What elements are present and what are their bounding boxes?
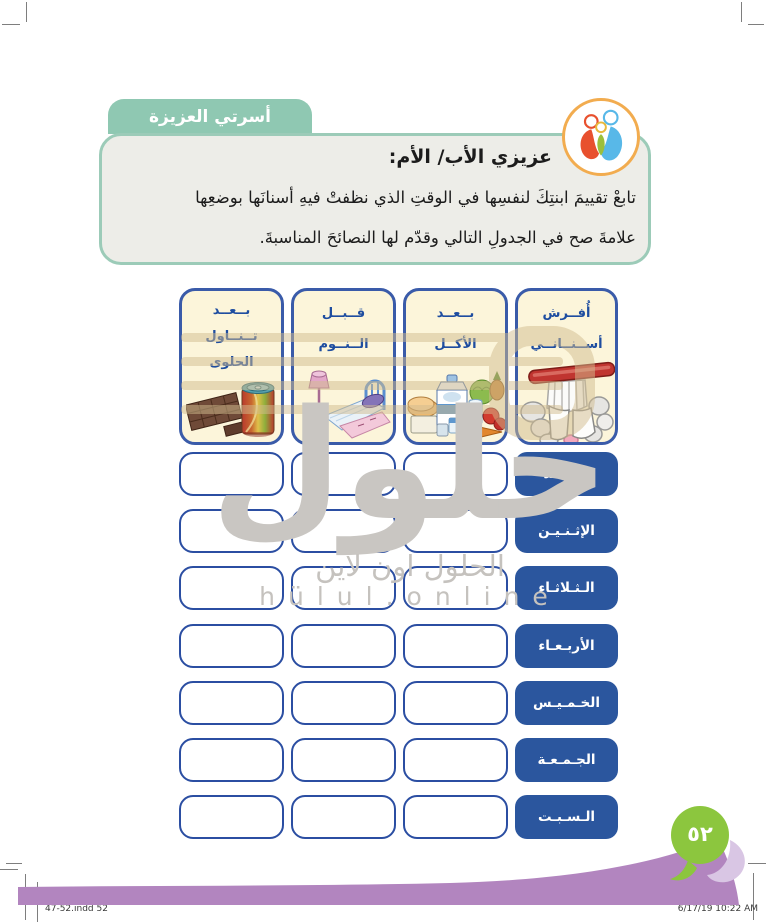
footer-swoosh xyxy=(18,838,739,905)
toothbrush-icon xyxy=(519,360,615,442)
page-number: ٥٢ xyxy=(687,822,713,846)
crop-mark xyxy=(753,873,754,920)
check-cell[interactable] xyxy=(179,681,284,725)
check-cell[interactable] xyxy=(403,509,508,553)
check-cell[interactable] xyxy=(403,624,508,668)
table-header-after-eating: بــعــد الأكــل xyxy=(403,288,508,445)
check-cell[interactable] xyxy=(291,624,396,668)
day-label: الـسـبـت xyxy=(515,795,618,839)
sweets-icon xyxy=(185,376,278,440)
header-label: بــعــد تــنــاول الحلوى xyxy=(205,303,258,370)
day-label: الـثـلاثـاء xyxy=(515,566,618,610)
page-number-balloon xyxy=(670,806,745,883)
footer-timestamp: 6/17/19 10:22 AM xyxy=(677,904,758,914)
check-cell[interactable] xyxy=(291,795,396,839)
note-title: عزيزي الأب/ الأم: xyxy=(388,146,552,168)
check-cell[interactable] xyxy=(403,795,508,839)
header-label: أُفــرش أســنــانــي xyxy=(530,306,603,352)
day-label: الأحـــد xyxy=(515,452,618,496)
check-cell[interactable] xyxy=(291,738,396,782)
check-cell[interactable] xyxy=(403,566,508,610)
check-cell[interactable] xyxy=(179,738,284,782)
parent-note-bubble: عزيزي الأب/ الأم: تابعْ تقييمَ ابنتِكَ ل… xyxy=(99,133,651,265)
check-cell[interactable] xyxy=(291,452,396,496)
footer-file-label: 47-52.indd 52 xyxy=(45,904,108,914)
bed-icon xyxy=(296,360,392,440)
table-row: الـسـبـت xyxy=(179,795,618,839)
note-body-line: علامةَ صح في الجدولِ التالي وقدّم لها ال… xyxy=(259,228,636,247)
check-cell[interactable] xyxy=(179,795,284,839)
check-cell[interactable] xyxy=(179,452,284,496)
section-badge: أسرتي العزيزة xyxy=(108,99,312,134)
crop-mark xyxy=(26,2,27,22)
check-cell[interactable] xyxy=(291,681,396,725)
table-row: الأربـعـاء xyxy=(179,624,618,668)
crop-mark xyxy=(748,24,764,25)
table-row: الخـمـيـس xyxy=(179,681,618,725)
day-label: الجـمـعـة xyxy=(515,738,618,782)
check-cell[interactable] xyxy=(179,624,284,668)
header-label: قــبــل الــنــوم xyxy=(318,306,369,352)
crop-mark xyxy=(741,2,742,22)
header-label: بــعــد الأكــل xyxy=(434,306,477,352)
crop-mark xyxy=(2,24,20,25)
table-row: الإثـنـيـن xyxy=(179,509,618,553)
check-cell[interactable] xyxy=(291,509,396,553)
crop-mark xyxy=(6,863,22,864)
table-header-before-sleep: قــبــل الــنــوم xyxy=(291,288,396,445)
check-cell[interactable] xyxy=(403,452,508,496)
table-header-brush-my-teeth: أُفــرش أســنــانــي xyxy=(515,288,618,445)
crop-mark xyxy=(0,869,18,870)
check-cell[interactable] xyxy=(403,738,508,782)
day-label: الأربـعـاء xyxy=(515,624,618,668)
family-icon xyxy=(562,98,640,176)
check-cell[interactable] xyxy=(179,566,284,610)
table-row: الـثـلاثـاء xyxy=(179,566,618,610)
check-cell[interactable] xyxy=(291,566,396,610)
check-cell[interactable] xyxy=(403,681,508,725)
table-header-after-sweets: بــعــد تــنــاول الحلوى xyxy=(179,288,284,445)
crop-mark xyxy=(748,863,766,864)
check-cell[interactable] xyxy=(179,509,284,553)
table-row: الجـمـعـة xyxy=(179,738,618,782)
food-icon xyxy=(407,360,505,440)
day-label: الإثـنـيـن xyxy=(515,509,618,553)
table-header-row: أُفــرش أســنــانــي بــعــد الأكــل xyxy=(179,288,618,445)
day-label: الخـمـيـس xyxy=(515,681,618,725)
table-row: الأحـــد xyxy=(179,452,618,496)
note-body-line: تابعْ تقييمَ ابنتِكَ لنفسِها في الوقتِ ا… xyxy=(195,188,636,207)
